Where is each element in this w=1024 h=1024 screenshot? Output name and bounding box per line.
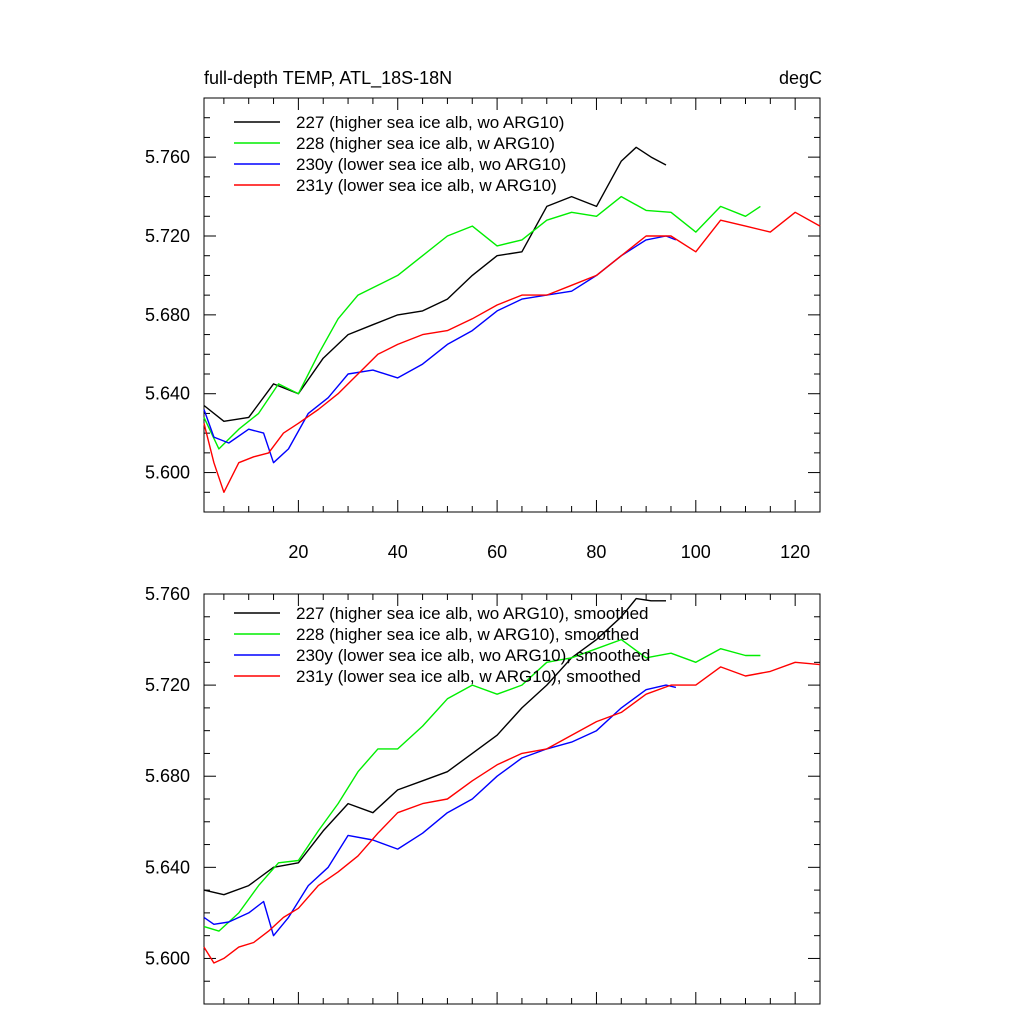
y-tick-label: 5.600 — [145, 463, 190, 483]
legend-label-3: 230y (lower sea ice alb, wo ARG10), smoo… — [296, 646, 650, 665]
top-chart-title: full-depth TEMP, ATL_18S-18N — [204, 68, 452, 89]
y-tick-label: 5.760 — [145, 584, 190, 604]
x-tick-label: 40 — [388, 542, 408, 562]
x-tick-label: 20 — [288, 542, 308, 562]
series-line-1 — [203, 146, 667, 422]
x-tick-label: 100 — [681, 542, 711, 562]
bottom-chart-panel: 5.600 5.640 5.680 5.720 5.760 227 (higher sea… — [145, 584, 821, 1005]
y-tick-label: 5.680 — [145, 305, 190, 325]
legend-label-4: 231y (lower sea ice alb, w ARG10) — [296, 176, 557, 195]
y-tick-label: 5.640 — [145, 857, 190, 877]
series-line-4 — [203, 661, 821, 964]
series-line-3 — [203, 684, 677, 937]
legend-label-2: 228 (higher sea ice alb, w ARG10), smoot… — [296, 625, 639, 644]
x-tick-label: 80 — [586, 542, 606, 562]
series-line-4 — [203, 211, 821, 493]
legend-label-1: 227 (higher sea ice alb, wo ARG10) — [296, 113, 564, 132]
x-tick-label: 120 — [780, 542, 810, 562]
series-line-1 — [203, 597, 666, 896]
series-line-2 — [203, 638, 761, 932]
top-chart-units: degC — [779, 68, 822, 88]
legend-label-2: 228 (higher sea ice alb, w ARG10) — [296, 134, 555, 153]
y-tick-label: 5.600 — [145, 948, 190, 968]
y-tick-label: 5.720 — [145, 226, 190, 246]
y-tick-label: 5.640 — [145, 384, 190, 404]
y-tick-label: 5.680 — [145, 766, 190, 786]
series-line-2 — [203, 195, 761, 450]
y-tick-label: 5.720 — [145, 675, 190, 695]
y-tick-label: 5.760 — [145, 147, 190, 167]
legend-label-3: 230y (lower sea ice alb, wo ARG10) — [296, 155, 566, 174]
legend-label-1: 227 (higher sea ice alb, wo ARG10), smoo… — [296, 604, 648, 623]
top-chart-frame — [203, 97, 821, 513]
series-line-3 — [203, 235, 677, 464]
legend-label-4: 231y (lower sea ice alb, w ARG10), smoot… — [296, 667, 641, 686]
x-tick-label: 60 — [487, 542, 507, 562]
top-chart-panel: full-depth TEMP, ATL_18S-18N degC 5.600 5… — [145, 68, 822, 562]
